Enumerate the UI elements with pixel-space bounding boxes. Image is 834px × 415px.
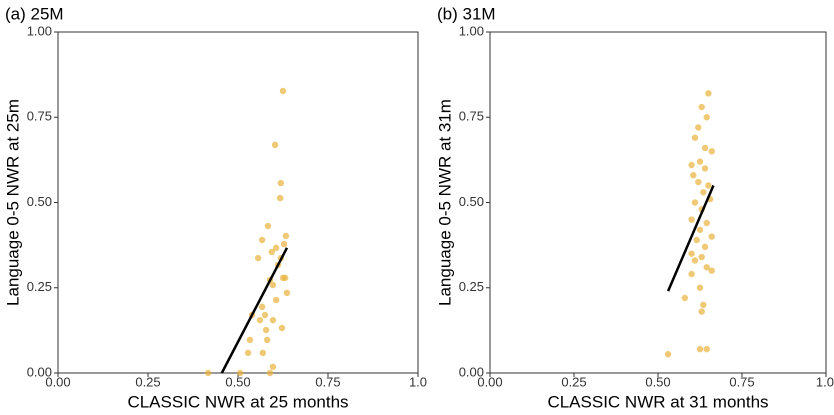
y-tick-label: 0.75 xyxy=(459,109,484,124)
point xyxy=(695,178,702,186)
point xyxy=(276,194,284,202)
x-tick-label: 0.00 xyxy=(45,374,70,389)
point xyxy=(703,219,710,227)
y-tick-label: 0.25 xyxy=(27,279,52,294)
point xyxy=(688,161,695,169)
x-tick-label: 0.75 xyxy=(729,374,754,389)
x-tick-label: 0.50 xyxy=(645,374,670,389)
point xyxy=(258,236,266,244)
point xyxy=(701,144,709,152)
point xyxy=(681,294,689,302)
x-tick-label: 1.0 xyxy=(816,374,834,389)
point xyxy=(282,232,290,240)
point xyxy=(688,270,695,278)
point xyxy=(258,303,266,311)
point xyxy=(263,336,271,344)
point xyxy=(278,324,286,332)
y-tick-label: 1.00 xyxy=(459,23,484,38)
point xyxy=(698,253,705,261)
point xyxy=(703,345,710,353)
point xyxy=(256,316,264,324)
point xyxy=(272,296,280,304)
panel-title: (a) 25M xyxy=(5,4,64,23)
point xyxy=(272,244,280,252)
point xyxy=(700,301,707,308)
point xyxy=(696,345,704,353)
point xyxy=(236,369,244,377)
point xyxy=(269,363,277,371)
y-tick-label: 0.75 xyxy=(27,109,52,124)
y-tick-label: 0.50 xyxy=(459,194,484,209)
point xyxy=(280,240,288,248)
y-tick-label: 0.50 xyxy=(27,194,52,209)
point xyxy=(690,172,697,179)
point xyxy=(703,264,710,271)
point xyxy=(279,87,287,95)
point xyxy=(204,369,212,377)
point xyxy=(693,236,700,244)
point xyxy=(269,281,277,289)
point xyxy=(246,336,254,344)
point xyxy=(268,248,276,256)
panel-title: (b) 31M xyxy=(437,4,496,23)
point xyxy=(264,222,272,230)
point xyxy=(269,316,277,324)
x-axis-label: CLASSIC NWR at 31 months xyxy=(547,392,768,411)
point xyxy=(708,148,715,155)
point xyxy=(705,182,712,189)
y-tick-label: 0.00 xyxy=(459,364,484,379)
x-tick-label: 0.50 xyxy=(225,374,250,389)
y-axis-label: Language 0-5 NWR at 25m xyxy=(3,99,22,306)
point xyxy=(698,103,705,111)
point xyxy=(698,308,705,315)
fit-line xyxy=(220,247,289,374)
x-tick-label: 0.00 xyxy=(477,374,502,389)
point xyxy=(691,134,699,141)
point xyxy=(691,257,699,264)
x-axis-label: CLASSIC NWR at 25 months xyxy=(127,392,348,411)
fit-line xyxy=(666,184,715,292)
point xyxy=(277,179,285,187)
point xyxy=(664,351,672,358)
point xyxy=(691,199,699,206)
y-tick-label: 0.00 xyxy=(27,364,52,379)
point xyxy=(283,289,291,297)
point xyxy=(696,284,704,291)
point xyxy=(688,250,695,257)
point xyxy=(244,349,252,357)
point xyxy=(262,326,270,334)
point xyxy=(688,216,695,223)
point xyxy=(701,165,709,172)
y-tick-label: 0.25 xyxy=(459,279,484,294)
y-axis-label: Language 0-5 NWR at 31m xyxy=(435,99,454,306)
point xyxy=(701,243,709,251)
point xyxy=(279,274,287,282)
plot-frame xyxy=(489,31,827,374)
x-tick-label: 0.25 xyxy=(135,374,160,389)
y-tick-label: 1.00 xyxy=(27,23,52,38)
x-tick-label: 1.0 xyxy=(409,374,427,389)
point xyxy=(266,369,274,377)
x-tick-label: 0.25 xyxy=(561,374,586,389)
point xyxy=(696,158,704,165)
point xyxy=(705,90,712,97)
plot-frame xyxy=(57,31,419,374)
point xyxy=(259,349,267,357)
point xyxy=(696,226,704,233)
x-tick-label: 0.75 xyxy=(315,374,340,389)
point xyxy=(708,233,715,240)
point xyxy=(261,311,269,319)
point xyxy=(695,124,702,131)
point xyxy=(700,189,707,196)
point xyxy=(271,141,279,149)
point xyxy=(703,114,710,121)
point xyxy=(708,267,715,274)
point xyxy=(254,254,262,262)
